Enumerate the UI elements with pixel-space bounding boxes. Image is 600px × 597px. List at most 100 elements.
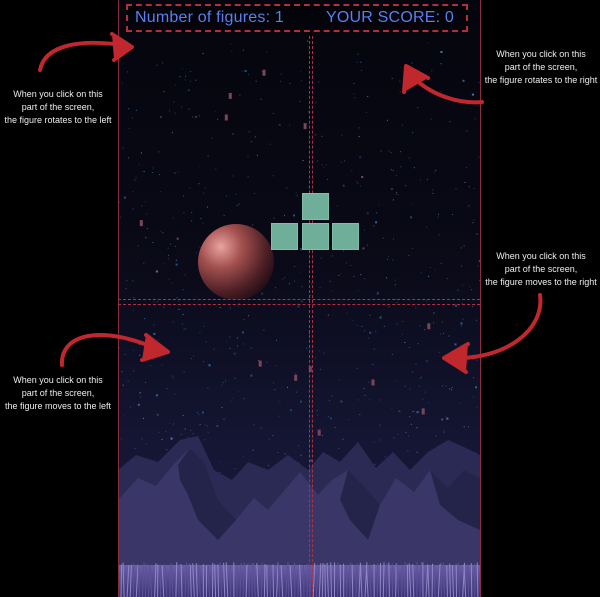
grass-blade <box>395 563 397 597</box>
star <box>321 164 323 166</box>
star <box>440 262 442 264</box>
star <box>433 312 435 314</box>
note-line: part of the screen, <box>504 62 578 72</box>
star <box>301 286 303 288</box>
star <box>156 64 158 66</box>
star <box>198 413 200 415</box>
star <box>449 388 450 390</box>
figures-label: Number of figures: <box>135 9 271 26</box>
star <box>315 102 317 104</box>
star <box>134 179 136 181</box>
star <box>461 284 463 286</box>
star <box>188 108 190 110</box>
star <box>181 106 182 108</box>
zone-move-right[interactable] <box>312 303 480 597</box>
star <box>392 238 394 240</box>
star <box>388 256 389 258</box>
star <box>135 109 137 111</box>
star <box>232 133 234 135</box>
grass-blade <box>365 565 369 597</box>
grass-blade <box>219 562 223 597</box>
star <box>419 179 421 181</box>
grass-blade <box>349 562 351 597</box>
star <box>167 247 169 249</box>
zone-move-left[interactable] <box>118 303 312 597</box>
star <box>397 434 399 435</box>
zone-rotate-left[interactable] <box>118 36 312 303</box>
star <box>158 174 160 176</box>
star <box>163 263 165 265</box>
star <box>359 156 362 159</box>
star <box>363 387 365 389</box>
zone-rotate-right[interactable] <box>312 36 480 303</box>
grass-blade <box>451 564 454 597</box>
star <box>356 61 358 63</box>
star <box>405 432 407 433</box>
grass-blade <box>277 562 281 597</box>
star <box>141 205 143 207</box>
star <box>374 463 376 465</box>
star <box>284 277 286 279</box>
star <box>153 301 155 303</box>
grass-blade <box>189 564 192 597</box>
star <box>402 321 404 322</box>
star <box>190 358 192 360</box>
star <box>373 348 375 350</box>
star <box>340 161 342 163</box>
star <box>284 453 286 455</box>
star <box>268 465 269 466</box>
grass-blade <box>404 562 406 597</box>
star <box>424 391 426 393</box>
grass-blade <box>351 564 354 597</box>
star <box>137 245 139 247</box>
star <box>364 395 366 396</box>
star <box>300 454 302 456</box>
star <box>426 226 428 228</box>
star <box>463 426 465 428</box>
star <box>379 316 382 319</box>
star <box>237 345 238 347</box>
nebula-speck <box>262 69 266 76</box>
grass-blade <box>463 564 467 597</box>
nebula-speck <box>224 114 228 121</box>
star <box>329 280 331 282</box>
star <box>478 260 480 263</box>
star <box>413 167 415 169</box>
star <box>431 70 433 72</box>
star <box>313 87 315 89</box>
star <box>235 193 237 195</box>
star <box>192 433 194 435</box>
star <box>402 124 403 126</box>
grass-blade <box>217 564 220 597</box>
star <box>353 93 355 95</box>
grass-blade <box>138 564 140 597</box>
star <box>445 385 447 387</box>
nebula-speck <box>139 220 143 227</box>
star <box>438 234 440 236</box>
star <box>254 193 255 194</box>
star <box>238 302 240 304</box>
star <box>243 319 245 321</box>
star <box>165 430 167 432</box>
star <box>384 456 386 458</box>
star <box>378 204 380 206</box>
viewport-border-left <box>118 0 119 597</box>
star <box>273 217 275 219</box>
star <box>181 68 183 70</box>
star <box>214 111 216 113</box>
star <box>152 242 154 243</box>
star <box>123 196 126 199</box>
star <box>255 80 257 82</box>
star <box>182 415 184 417</box>
star <box>141 438 143 440</box>
star <box>238 391 240 393</box>
star <box>331 395 333 397</box>
star <box>174 393 176 395</box>
star <box>364 278 366 280</box>
star <box>338 274 340 276</box>
star <box>369 331 372 334</box>
star <box>123 414 125 416</box>
star <box>145 213 147 215</box>
star <box>297 305 300 308</box>
star <box>463 245 465 247</box>
